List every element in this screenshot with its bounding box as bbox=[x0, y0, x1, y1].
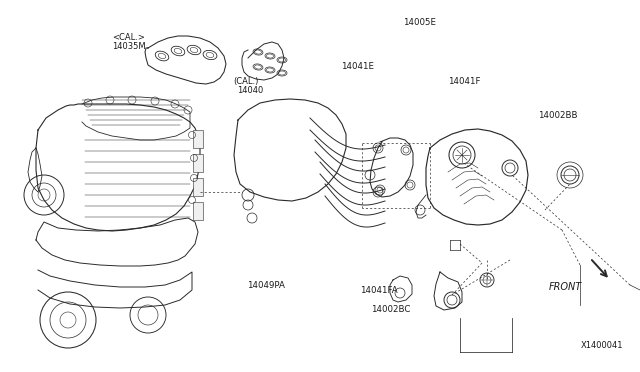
Text: FRONT: FRONT bbox=[549, 282, 582, 292]
Text: 14041F: 14041F bbox=[448, 77, 481, 86]
Bar bbox=[193, 130, 203, 148]
Bar bbox=[193, 154, 203, 172]
Text: 14041FA: 14041FA bbox=[360, 286, 398, 295]
Text: 14041E: 14041E bbox=[341, 62, 374, 71]
Bar bbox=[193, 202, 203, 220]
Text: 14035M: 14035M bbox=[112, 42, 146, 51]
Bar bbox=[193, 178, 203, 196]
Text: (CAL.): (CAL.) bbox=[234, 77, 259, 86]
Text: X1400041: X1400041 bbox=[580, 341, 623, 350]
Text: 14002BB: 14002BB bbox=[538, 111, 577, 120]
Text: 14005E: 14005E bbox=[403, 18, 436, 27]
Text: 14002BC: 14002BC bbox=[371, 305, 410, 314]
Text: 14040: 14040 bbox=[237, 86, 263, 94]
Text: 14049PA: 14049PA bbox=[247, 281, 285, 290]
Text: <CAL.>: <CAL.> bbox=[112, 33, 145, 42]
